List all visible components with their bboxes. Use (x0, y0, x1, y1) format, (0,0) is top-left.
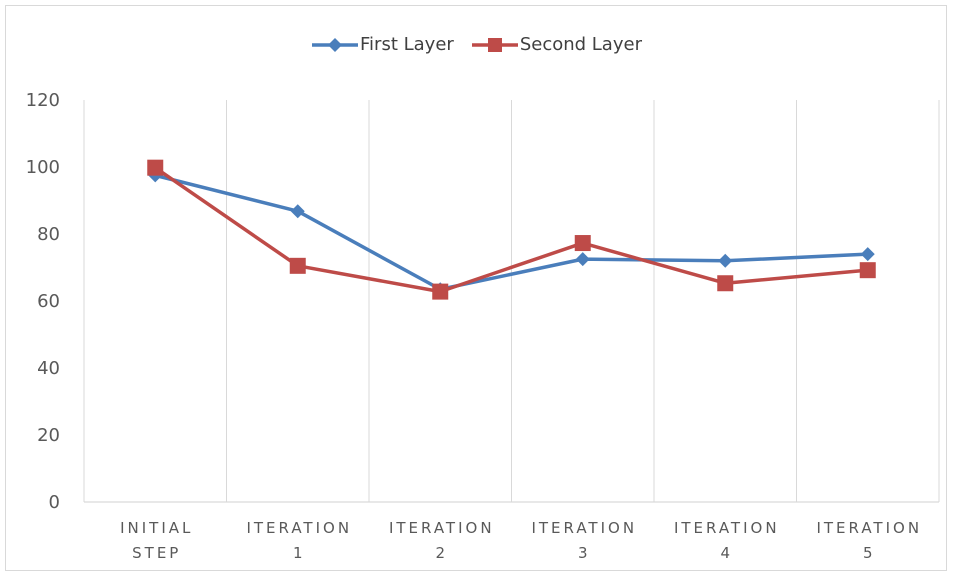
legend-item-first-layer: First Layer (312, 34, 454, 55)
x-tick-label: 3 (578, 544, 591, 562)
x-tick-label: STEP (132, 544, 181, 562)
data-point-series-1 (860, 247, 875, 262)
data-point-series-2 (717, 275, 734, 292)
x-tick-label: ITERATION (816, 519, 922, 537)
x-tick-label: 4 (720, 544, 733, 562)
data-point-series-2 (432, 283, 449, 300)
x-tick-label: ITERATION (531, 519, 637, 537)
legend-item-second-layer: Second Layer (471, 34, 642, 55)
y-tick-label: 100 (26, 157, 60, 178)
series-line-1 (153, 173, 870, 292)
y-tick-label: 60 (37, 291, 60, 312)
x-tick-label: 2 (435, 544, 448, 562)
y-tick-label: 80 (37, 224, 60, 245)
y-tick-label: 120 (26, 90, 60, 111)
data-point-series-1 (718, 253, 733, 268)
legend-label-first-layer: First Layer (360, 34, 454, 55)
legend-swatch-first-layer (312, 37, 359, 52)
legend: First Layer Second Layer (0, 34, 954, 55)
data-point-series-2 (147, 159, 164, 176)
legend-swatch-second-layer (471, 37, 518, 52)
x-tick-label: ITERATION (674, 519, 780, 537)
y-tick-label: 0 (49, 492, 60, 513)
x-tick-label: 5 (863, 544, 876, 562)
data-point-series-2 (289, 257, 306, 274)
data-point-series-1 (290, 204, 305, 219)
x-tick-label: INITIAL (120, 519, 193, 537)
legend-label-second-layer: Second Layer (519, 34, 642, 55)
data-point-series-2 (859, 262, 876, 279)
data-point-series-1 (575, 252, 590, 267)
x-tick-label: ITERATION (246, 519, 352, 537)
chart-frame (5, 5, 947, 571)
x-tick-label: ITERATION (389, 519, 495, 537)
series-line-2 (153, 165, 870, 294)
y-tick-label: 20 (37, 425, 60, 446)
x-tick-label: 1 (293, 544, 306, 562)
data-point-series-2 (574, 235, 591, 252)
y-tick-label: 40 (37, 358, 60, 379)
